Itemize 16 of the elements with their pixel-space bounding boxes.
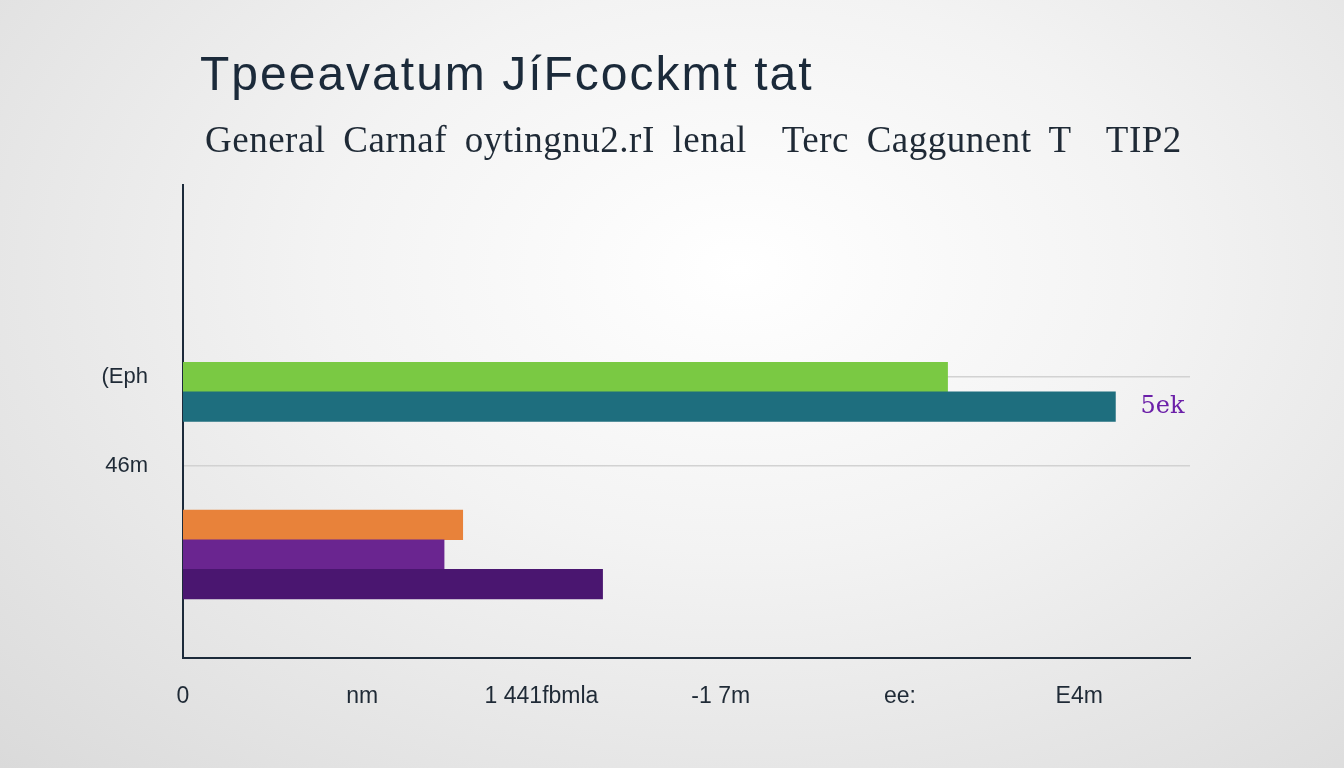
text: -1 7m xyxy=(691,682,751,709)
text: nm xyxy=(346,682,379,709)
bar xyxy=(183,509,464,541)
bar xyxy=(183,362,948,393)
bar xyxy=(183,568,603,600)
y-tick-label: 46m xyxy=(105,451,148,477)
annotation: 5ek xyxy=(1140,390,1185,419)
text: ee: xyxy=(883,682,916,709)
y-tick-label: (Eph xyxy=(101,363,148,389)
text: 1 441fbmla xyxy=(484,682,599,709)
text: 0 xyxy=(176,682,190,709)
bar xyxy=(183,391,1116,422)
text: E4m xyxy=(1055,682,1103,709)
bar xyxy=(183,539,445,570)
chart-title: Tpeeavatum JíFcockmt tat xyxy=(200,46,814,101)
chart-subtitle: General Carnaf oytingnu2.rI lenal Terc Caggunent T TIP2 xyxy=(205,118,1182,161)
